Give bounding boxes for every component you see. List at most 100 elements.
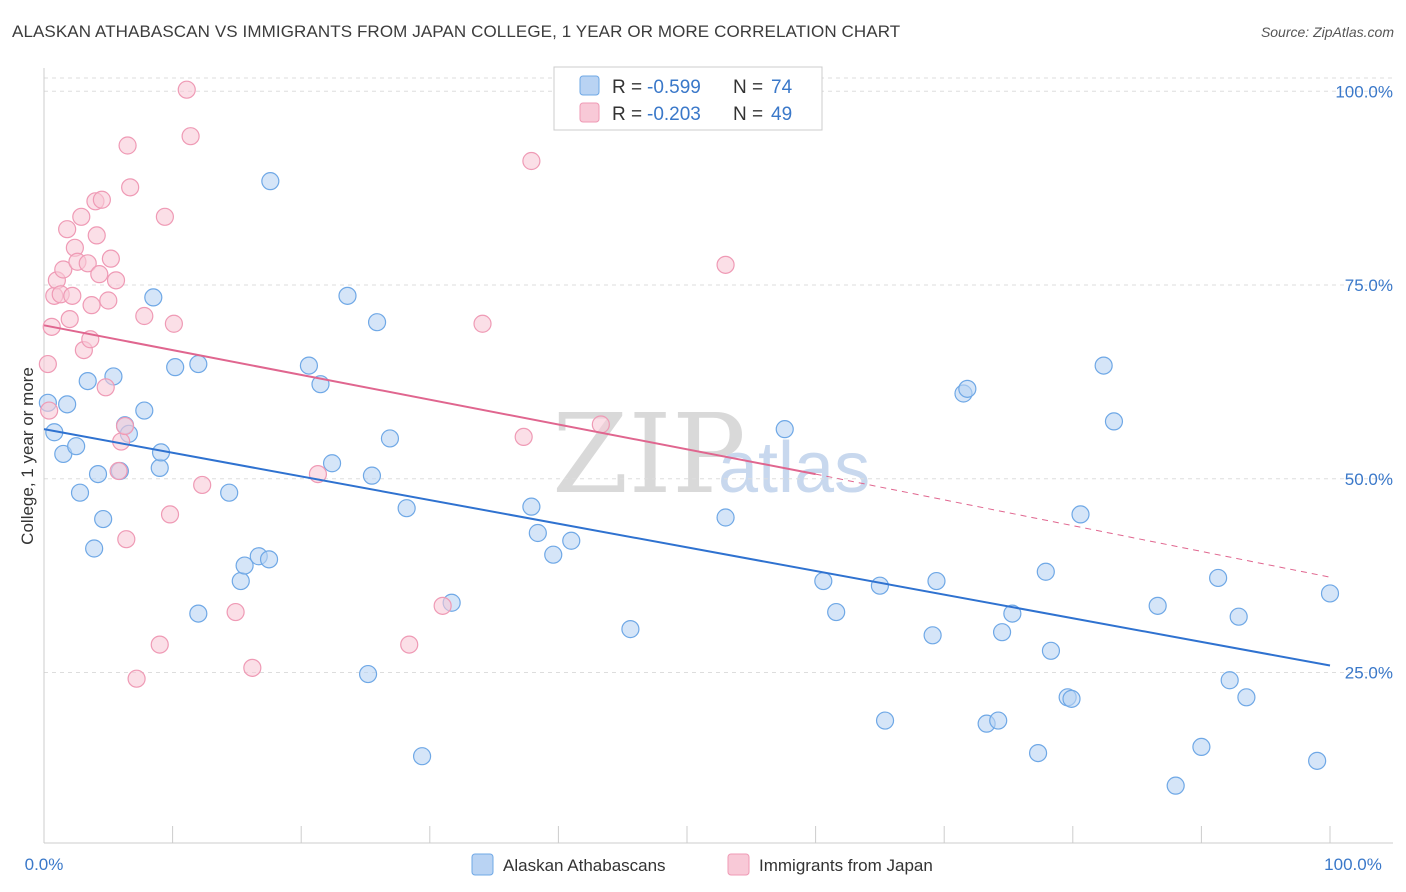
japan-point-46 xyxy=(514,427,533,446)
athabascan-point-8 xyxy=(88,465,108,484)
japan-point-35 xyxy=(160,505,180,524)
athabascan-point-3 xyxy=(58,395,77,414)
japan-point-12 xyxy=(72,207,91,226)
axes xyxy=(43,68,1393,844)
japan-point-39 xyxy=(193,475,212,495)
japan-point-23 xyxy=(101,249,120,268)
watermark-zip: ZIP xyxy=(552,390,746,518)
trendlines xyxy=(43,324,1331,667)
athabascan-point-23 xyxy=(235,556,254,575)
athabascan-point-14 xyxy=(135,401,154,420)
japan-point-40 xyxy=(226,602,245,622)
japan-point-20 xyxy=(92,190,111,209)
y-tick-label-100: 100.0% xyxy=(1335,82,1393,101)
japan-point-27 xyxy=(115,416,135,436)
japan-point-30 xyxy=(121,178,140,197)
athabascan-point-4 xyxy=(67,437,86,456)
athabascan-point-46 xyxy=(827,602,846,622)
chart-title: ALASKAN ATHABASCAN VS IMMIGRANTS FROM JA… xyxy=(12,22,901,41)
y-tick-label-75: 75.0% xyxy=(1345,276,1393,295)
athabascan-point-48 xyxy=(875,711,895,730)
athabascan-point-31 xyxy=(358,664,378,684)
athabascan-point-6 xyxy=(78,372,97,391)
japan-point-0 xyxy=(38,354,57,374)
japan-point-19 xyxy=(90,265,109,284)
legend-swatch-japan xyxy=(579,102,600,123)
athabascan-point-27 xyxy=(299,356,319,375)
correlation-legend: R = -0.599 N = 74 R = -0.203 N = 49 xyxy=(553,66,823,131)
legend-n-label-2: N = xyxy=(733,104,763,125)
y-tick-labels: 25.0% 50.0% 75.0% 100.0% xyxy=(1335,82,1393,682)
japan-point-38 xyxy=(181,127,200,146)
athabascan-point-7 xyxy=(85,539,104,558)
trendline-athabascan xyxy=(43,428,1331,667)
japan-point-41 xyxy=(243,658,262,677)
japan-point-47 xyxy=(522,151,541,171)
y-tick-label-25: 25.0% xyxy=(1345,664,1393,683)
japan-point-18 xyxy=(87,226,106,245)
athabascan-point-59 xyxy=(1041,641,1061,660)
athabascan-point-41 xyxy=(562,531,581,550)
japan-point-36 xyxy=(164,314,183,333)
athabascan-point-36 xyxy=(412,747,432,766)
legend-r-value-2: -0.203 xyxy=(647,104,701,125)
athabascan-point-67 xyxy=(1192,737,1211,757)
x-tick-label-max: 100.0% xyxy=(1324,855,1382,874)
athabascan-point-70 xyxy=(1229,607,1248,626)
series-legend-label-japan: Immigrants from Japan xyxy=(759,856,933,875)
series-immigrants-from-japan xyxy=(38,80,735,688)
athabascan-point-29 xyxy=(322,454,342,473)
athabascan-point-20 xyxy=(189,604,208,623)
legend-n-value-2: 49 xyxy=(771,104,792,125)
athabascan-point-32 xyxy=(362,466,382,485)
japan-point-29 xyxy=(118,136,137,155)
athabascan-point-56 xyxy=(1003,604,1022,623)
japan-point-34 xyxy=(155,207,174,226)
watermark-atlas: atlas xyxy=(718,428,870,508)
y-axis-title: College, 1 year or more xyxy=(18,367,37,545)
athabascan-point-40 xyxy=(544,545,563,564)
athabascan-point-39 xyxy=(528,523,547,543)
athabascan-point-15 xyxy=(144,288,163,307)
athabascan-point-21 xyxy=(220,483,239,502)
athabascan-point-33 xyxy=(367,313,387,332)
japan-point-49 xyxy=(716,255,735,274)
athabascan-point-30 xyxy=(338,286,357,305)
japan-point-16 xyxy=(82,296,101,315)
japan-point-1 xyxy=(40,401,59,420)
japan-point-25 xyxy=(109,461,128,481)
japan-point-14 xyxy=(78,254,97,273)
japan-point-44 xyxy=(433,596,452,615)
japan-point-9 xyxy=(63,286,82,305)
athabascan-point-42 xyxy=(621,619,640,639)
japan-point-6 xyxy=(54,260,73,279)
athabascan-point-73 xyxy=(1320,584,1340,603)
legend-n-value-1: 74 xyxy=(771,77,793,98)
x-tick-label-min: 0.0% xyxy=(25,855,64,874)
japan-point-45 xyxy=(473,314,492,333)
trendline-japan xyxy=(43,324,816,476)
japan-point-7 xyxy=(58,220,77,239)
athabascan-point-63 xyxy=(1094,356,1113,375)
japan-point-32 xyxy=(135,306,154,326)
japan-point-28 xyxy=(117,530,136,549)
athabascan-point-72 xyxy=(1308,751,1327,770)
athabascan-point-47 xyxy=(870,576,890,595)
series-legend-swatch-japan xyxy=(727,853,750,876)
athabascan-point-49 xyxy=(923,626,942,645)
athabascan-point-44 xyxy=(775,420,794,439)
athabascan-point-57 xyxy=(1028,743,1048,763)
series-legend-swatch-athabascan xyxy=(471,853,494,876)
athabascan-point-18 xyxy=(166,358,185,377)
japan-point-24 xyxy=(106,271,126,290)
athabascan-point-45 xyxy=(814,571,833,591)
athabascan-point-38 xyxy=(522,497,541,516)
athabascan-point-43 xyxy=(716,508,735,527)
legend-r-label-2: R = xyxy=(612,104,642,125)
athabascan-point-69 xyxy=(1220,671,1239,690)
japan-point-48 xyxy=(591,415,610,434)
athabascan-point-71 xyxy=(1237,688,1256,707)
athabascan-point-66 xyxy=(1166,776,1185,795)
japan-point-31 xyxy=(127,669,146,688)
